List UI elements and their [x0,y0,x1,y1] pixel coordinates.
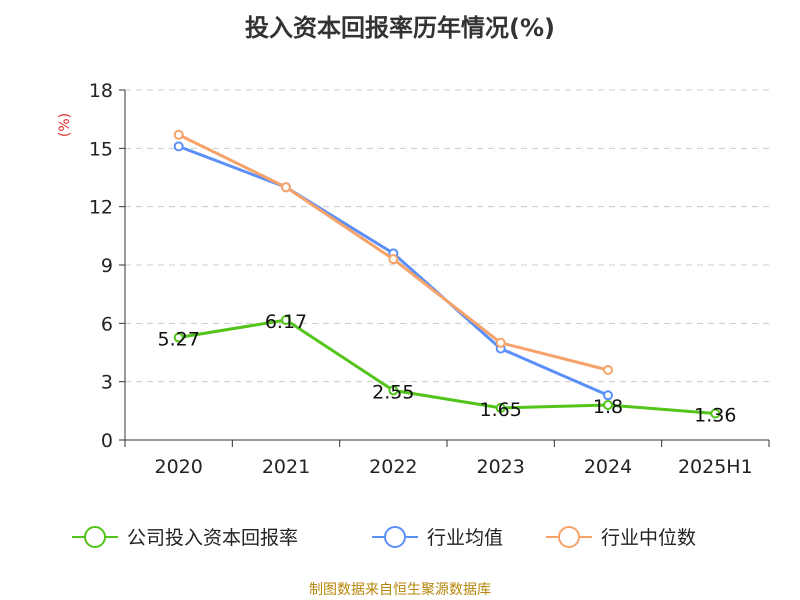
legend-label-1: 行业均值 [427,527,503,549]
data-label: 1.8 [593,396,623,418]
data-label: 1.36 [694,405,736,427]
data-label: 2.55 [372,381,414,403]
data-point [173,332,184,343]
data-point [603,365,613,375]
data-point [281,315,291,326]
legend-marker-0 [84,526,106,548]
x-tick-label: 2023 [476,456,524,478]
data-point [173,129,184,140]
x-tick-label: 2021 [262,456,310,478]
data-point [173,141,184,152]
data-point [603,390,613,401]
data-point [603,400,613,410]
y-axis-label: (%) [57,113,73,137]
y-tick-label: 9 [101,255,113,277]
x-tick-label: 2025H1 [678,456,753,478]
data-point [388,385,399,396]
y-tick-label: 0 [101,430,113,452]
data-point [710,408,721,419]
legend-label-0: 公司投入资本回报率 [127,527,298,549]
data-point [388,254,399,265]
data-label: 1.65 [480,399,522,421]
data-label: 5.27 [158,329,200,351]
y-tick-label: 15 [89,138,113,160]
series-line-1 [178,144,609,397]
x-tick-label: 2020 [154,456,202,478]
x-tick-label: 2024 [584,456,632,478]
y-tick-label: 12 [89,197,113,219]
data-point [495,337,506,348]
legend-label-2: 行业中位数 [601,527,696,549]
legend-marker-1 [384,526,406,548]
source-note: 制图数据来自恒生聚源数据库 [309,582,491,598]
y-tick-label: 3 [101,372,113,394]
data-point [281,182,291,193]
y-tick-label: 6 [101,313,113,335]
x-tick-label: 2022 [369,456,417,478]
data-label: 6.17 [265,311,307,333]
y-tick-label: 18 [89,80,113,102]
chart-title: 投入资本回报率历年情况(%) [245,14,555,42]
data-point [495,402,506,413]
series-line-0 [178,318,716,416]
legend-marker-2 [558,526,580,548]
